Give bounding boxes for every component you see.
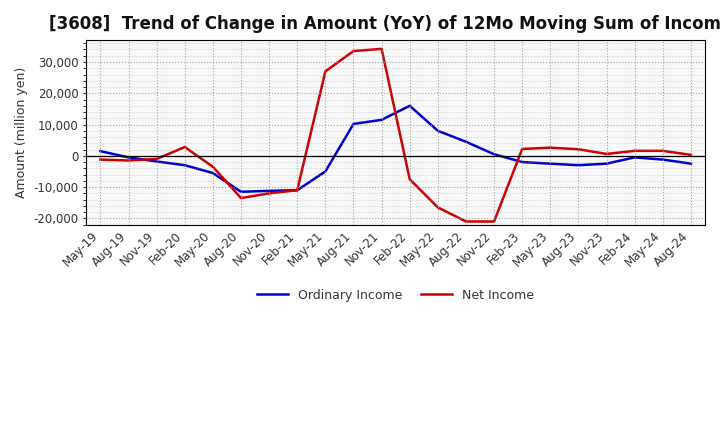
Ordinary Income: [659, 157, 667, 162]
Net Income: [96, 157, 104, 162]
Net Income: [265, 191, 274, 196]
Net Income: [602, 151, 611, 157]
Ordinary Income: [490, 152, 498, 157]
Net Income: [490, 219, 498, 224]
Ordinary Income: [293, 187, 302, 193]
Ordinary Income: [405, 103, 414, 108]
Ordinary Income: [574, 162, 582, 168]
Net Income: [181, 144, 189, 150]
Net Income: [209, 164, 217, 169]
Ordinary Income: [546, 161, 554, 166]
Legend: Ordinary Income, Net Income: Ordinary Income, Net Income: [252, 284, 539, 307]
Ordinary Income: [377, 117, 386, 122]
Ordinary Income: [265, 188, 274, 194]
Ordinary Income: [687, 161, 696, 166]
Y-axis label: Amount (million yen): Amount (million yen): [15, 67, 28, 198]
Ordinary Income: [181, 162, 189, 168]
Net Income: [687, 152, 696, 158]
Net Income: [433, 205, 442, 210]
Ordinary Income: [462, 139, 470, 144]
Ordinary Income: [96, 148, 104, 154]
Net Income: [377, 46, 386, 51]
Ordinary Income: [518, 159, 526, 165]
Net Income: [518, 147, 526, 152]
Ordinary Income: [237, 189, 246, 194]
Title: [3608]  Trend of Change in Amount (YoY) of 12Mo Moving Sum of Incomes: [3608] Trend of Change in Amount (YoY) o…: [49, 15, 720, 33]
Net Income: [124, 158, 132, 163]
Ordinary Income: [209, 170, 217, 176]
Net Income: [659, 148, 667, 154]
Line: Ordinary Income: Ordinary Income: [100, 106, 691, 192]
Net Income: [462, 219, 470, 224]
Ordinary Income: [349, 121, 358, 127]
Ordinary Income: [602, 161, 611, 166]
Net Income: [293, 187, 302, 193]
Net Income: [574, 147, 582, 152]
Net Income: [405, 176, 414, 182]
Ordinary Income: [153, 159, 161, 164]
Net Income: [349, 48, 358, 54]
Line: Net Income: Net Income: [100, 49, 691, 221]
Net Income: [631, 148, 639, 154]
Ordinary Income: [321, 169, 330, 174]
Ordinary Income: [433, 128, 442, 133]
Ordinary Income: [124, 155, 132, 160]
Net Income: [321, 69, 330, 74]
Net Income: [153, 156, 161, 161]
Net Income: [237, 195, 246, 201]
Net Income: [546, 145, 554, 150]
Ordinary Income: [631, 155, 639, 160]
